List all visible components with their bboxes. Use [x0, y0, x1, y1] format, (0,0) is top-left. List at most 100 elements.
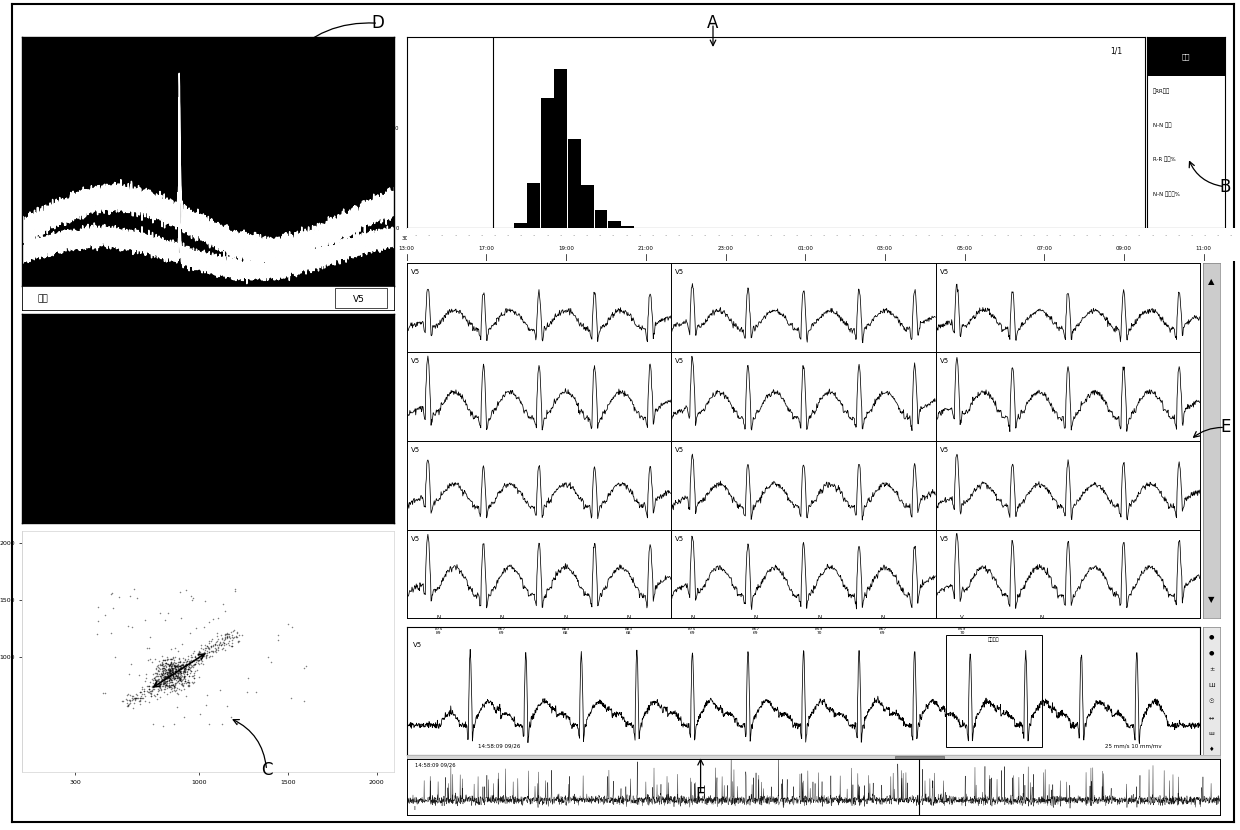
Text: ·: · — [506, 233, 508, 240]
Text: ●: ● — [1209, 651, 1214, 656]
Point — [154, 671, 174, 685]
Point — [181, 649, 201, 662]
Point — [161, 666, 181, 680]
Point — [150, 677, 170, 691]
Point — [171, 684, 191, 697]
Point — [167, 660, 187, 673]
Point — [159, 671, 179, 684]
Point — [161, 655, 181, 668]
Point — [156, 667, 176, 681]
Point — [155, 676, 175, 689]
Point — [166, 660, 186, 673]
Point — [167, 644, 187, 657]
Point — [151, 673, 171, 686]
Point — [161, 675, 181, 688]
Point — [160, 665, 180, 678]
Point — [145, 673, 165, 686]
Point — [159, 662, 179, 676]
Point — [159, 670, 179, 683]
Point — [162, 678, 182, 691]
Point — [176, 660, 196, 673]
Point — [150, 679, 170, 692]
Point — [155, 671, 175, 684]
Point — [100, 627, 120, 640]
Point — [174, 671, 193, 684]
Point — [131, 681, 151, 694]
Point — [175, 660, 195, 673]
Text: ·: · — [454, 233, 456, 240]
Point — [166, 662, 186, 676]
Point — [155, 664, 175, 677]
Point — [159, 671, 179, 685]
Point — [227, 716, 247, 730]
Point — [170, 662, 190, 675]
Point — [171, 661, 191, 674]
Point — [174, 664, 193, 677]
Point — [164, 670, 184, 683]
Point — [167, 675, 187, 688]
Point — [155, 675, 175, 688]
Point — [212, 717, 232, 730]
Point — [149, 655, 169, 668]
Point — [165, 660, 185, 673]
Point — [141, 686, 161, 700]
Point — [175, 676, 195, 690]
Point — [161, 662, 181, 675]
Point — [161, 652, 181, 666]
Point — [211, 637, 231, 650]
Bar — [608, 221, 621, 228]
Point — [215, 637, 234, 650]
Point — [187, 649, 207, 662]
Point — [159, 670, 179, 683]
Point — [177, 674, 197, 687]
Text: ·: · — [980, 233, 982, 240]
Point — [190, 645, 210, 658]
Point — [170, 660, 190, 673]
Text: ·: · — [1059, 233, 1061, 240]
Point — [160, 662, 180, 676]
Point — [175, 663, 195, 676]
Bar — [527, 183, 541, 228]
Point — [155, 666, 175, 680]
Point — [170, 662, 190, 676]
Text: V5: V5 — [676, 269, 684, 276]
Point — [165, 664, 185, 677]
Point — [197, 648, 217, 662]
Point — [146, 663, 166, 676]
Point — [179, 680, 198, 693]
Point — [171, 671, 191, 684]
Point — [169, 659, 188, 672]
Point — [144, 688, 164, 701]
Text: N: N — [817, 615, 821, 620]
Point — [146, 670, 166, 683]
Point — [162, 666, 182, 679]
Point — [166, 664, 186, 677]
Point — [149, 662, 169, 675]
Point — [159, 673, 179, 686]
Bar — [594, 210, 608, 228]
Point — [117, 688, 136, 701]
Point — [164, 666, 184, 679]
Point — [155, 671, 175, 684]
Point — [161, 664, 181, 677]
Point — [185, 668, 205, 681]
Point — [162, 652, 182, 665]
Point — [217, 637, 237, 650]
Text: V5: V5 — [940, 269, 949, 276]
Point — [174, 661, 193, 674]
Point — [219, 630, 239, 643]
Point — [179, 678, 198, 691]
Point — [175, 661, 195, 674]
Point — [171, 674, 191, 687]
Point — [167, 670, 187, 683]
Point — [153, 671, 172, 684]
Point — [146, 675, 166, 688]
Point — [182, 593, 202, 607]
Point — [157, 666, 177, 679]
Point — [215, 637, 234, 650]
Point — [150, 681, 170, 694]
Point — [164, 670, 184, 683]
Point — [153, 667, 172, 681]
Point — [146, 678, 166, 691]
Point — [146, 674, 166, 687]
